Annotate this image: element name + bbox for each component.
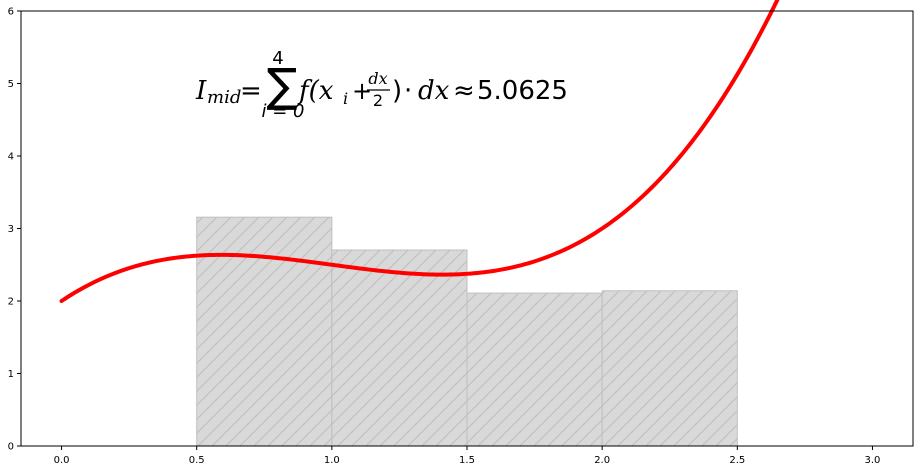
formula-lhs: I (195, 76, 207, 106)
midpoint-bars (196, 216, 738, 447)
midpoint-bar-hatch-3 (466, 292, 603, 447)
formula-dx: dx (418, 76, 450, 106)
y-tick-label: 1 (8, 369, 14, 380)
x-tick-label: 2.0 (594, 455, 610, 466)
formula-plus: + (352, 77, 372, 105)
y-tick-label: 5 (8, 79, 14, 90)
x-axis: 0.0 0.5 1.0 1.5 2.0 2.5 3.0 (54, 446, 881, 466)
formula-value: 5.0625 (477, 76, 568, 106)
function-curve (59, 0, 780, 303)
x-tick-label: 3.0 (865, 455, 881, 466)
formula-sum-upper: 4 (272, 48, 283, 69)
formula-approx: ≈ (453, 76, 475, 106)
y-tick-label: 3 (8, 224, 14, 235)
formula-annotation: I mid = 4 ∑ i = 0 f(x i + dx 2 ) · dx ≈ … (195, 48, 568, 122)
y-tick-label: 6 (8, 7, 14, 18)
formula-f-subscript: i (343, 89, 348, 108)
formula-equals: = (240, 76, 262, 106)
y-tick-label: 0 (8, 442, 14, 453)
y-tick-label: 2 (8, 297, 14, 308)
formula-f-close: ) (392, 76, 402, 106)
y-tick-label: 4 (8, 152, 14, 163)
midpoint-bar-hatch-1 (196, 216, 333, 447)
x-tick-label: 0.5 (189, 455, 205, 466)
formula-sum-lower: i = 0 (262, 101, 305, 122)
y-axis: 0 1 2 3 4 5 6 (8, 7, 21, 453)
midpoint-bar-hatch-4 (601, 290, 738, 447)
x-tick-label: 1.5 (459, 455, 475, 466)
midpoint-bar-hatch-2 (331, 249, 468, 447)
x-tick-label: 2.5 (729, 455, 745, 466)
formula-f-open: f(x (297, 76, 334, 106)
x-tick-label: 1.0 (324, 455, 340, 466)
formula-sum-symbol: ∑ (267, 58, 298, 112)
formula-frac-numerator: dx (368, 69, 387, 88)
curve-layer (59, 0, 780, 303)
x-tick-label: 0.0 (54, 455, 70, 466)
formula-frac-denominator: 2 (373, 91, 383, 110)
formula-dot: · (404, 76, 412, 106)
formula-lhs-subscript: mid (207, 87, 241, 108)
